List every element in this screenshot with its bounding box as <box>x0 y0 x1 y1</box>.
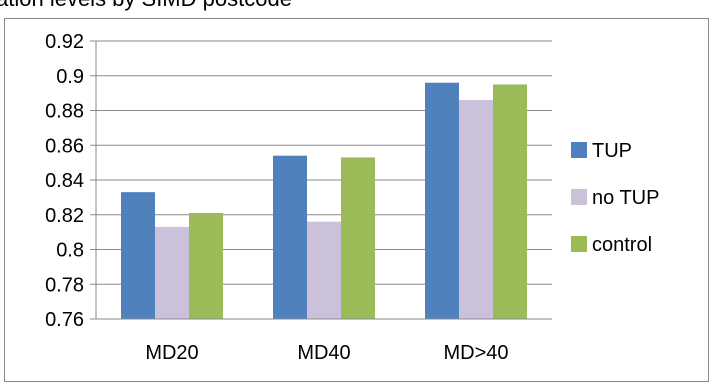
bar-tup-0 <box>121 192 155 319</box>
y-tick-label: 0.9 <box>56 66 84 88</box>
axes <box>95 41 552 320</box>
bar-control-1 <box>341 157 375 319</box>
bar-tup-2 <box>425 82 459 319</box>
bar-no-tup-2 <box>459 100 493 319</box>
y-tick-label: 0.88 <box>45 101 84 123</box>
y-tick-label: 0.76 <box>45 309 84 331</box>
legend-label: control <box>592 234 652 256</box>
legend-swatch <box>571 142 587 158</box>
y-tick-label: 0.86 <box>45 135 84 157</box>
y-tick-label: 0.92 <box>45 31 84 53</box>
x-category-label: MD20 <box>145 342 198 364</box>
y-tick-label: 0.78 <box>45 274 84 296</box>
x-category-label: MD40 <box>297 342 350 364</box>
x-category-label: MD>40 <box>443 342 508 364</box>
legend: TUP no TUP control <box>571 140 659 256</box>
y-tick-labels: 0.76 0.78 0.8 0.82 0.84 0.86 0.88 0.9 0.92 <box>45 31 84 331</box>
bar-control-2 <box>493 84 527 319</box>
chart-title: ation levels by SIMD postcode <box>0 0 292 12</box>
bar-control-0 <box>189 213 223 319</box>
legend-swatch <box>571 236 587 252</box>
bar-no-tup-0 <box>155 226 189 319</box>
x-category-labels: MD20 MD40 MD>40 <box>145 342 508 364</box>
y-tick-label: 0.8 <box>56 240 84 262</box>
bar-no-tup-1 <box>307 221 341 319</box>
chart-frame <box>4 18 709 382</box>
bars <box>121 82 527 319</box>
bar-tup-1 <box>273 155 307 319</box>
legend-swatch <box>571 189 587 205</box>
y-tick-label: 0.82 <box>45 205 84 227</box>
y-tick-label: 0.84 <box>45 170 84 192</box>
legend-label: TUP <box>592 140 632 162</box>
legend-label: no TUP <box>592 187 659 209</box>
